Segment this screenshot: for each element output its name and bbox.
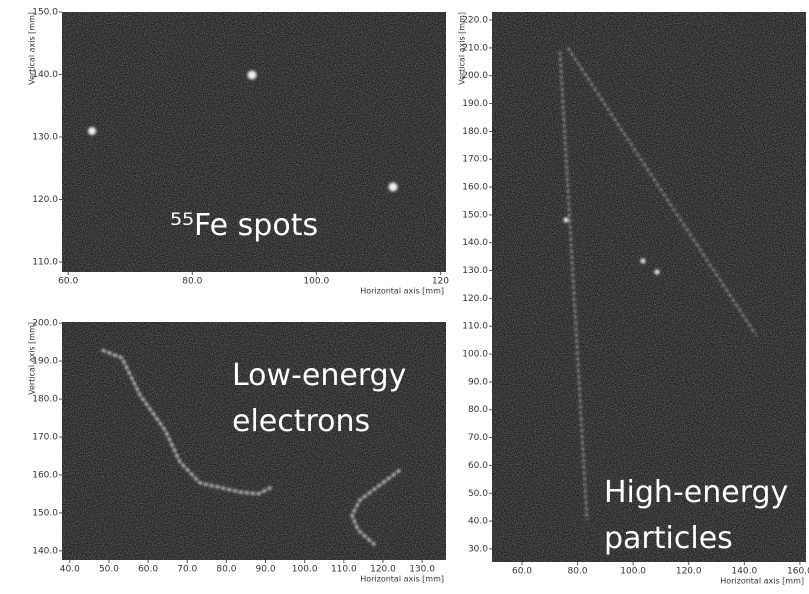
x-axis-label: Horizontal axis [mm] [360, 575, 444, 584]
x-tick-label: 140.0 [731, 567, 757, 577]
y-tick-label: 120.0 [462, 294, 488, 304]
x-axis-label: Horizontal axis [mm] [360, 287, 444, 296]
spot [563, 217, 569, 223]
y-tick-label: 180.0 [32, 395, 58, 405]
y-tick-label: 210.0 [462, 43, 488, 53]
y-axis-label: Vertical axis [mm] [28, 322, 37, 395]
x-tick-label: 50.0 [99, 565, 119, 575]
y-tick-label: 60.0 [468, 461, 488, 471]
x-tick-label: 70.0 [177, 565, 197, 575]
y-tick-label: 50.0 [468, 489, 488, 499]
y-tick-label: 140.0 [462, 238, 488, 248]
panels [62, 12, 806, 562]
x-tick-label: 120.0 [676, 567, 702, 577]
x-tick-label: 120.0 [370, 565, 396, 575]
x-tick-label: 120 [432, 277, 449, 287]
x-tick-label: 80.0 [568, 567, 588, 577]
y-tick-label: 140.0 [32, 546, 58, 556]
annotation: particles [604, 521, 733, 556]
y-tick-label: 130.0 [32, 133, 58, 143]
spot [88, 127, 96, 135]
features [88, 47, 757, 546]
y-tick-label: 80.0 [468, 405, 488, 415]
y-tick-label: 40.0 [468, 517, 488, 527]
track [559, 51, 588, 521]
y-tick-label: 200.0 [32, 319, 58, 329]
y-tick-label: 180.0 [462, 127, 488, 137]
image-noise [492, 12, 806, 562]
labels: 60.0 80.0 100.0 120 110.0 120.0 130.0 140.0 150.… [28, 8, 809, 586]
y-tick-label: 70.0 [468, 433, 488, 443]
x-tick-label: 110.0 [331, 565, 357, 575]
y-tick-label: 150.0 [32, 508, 58, 518]
x-tick-label: 80.0 [216, 565, 236, 575]
y-tick-label: 170.0 [32, 433, 58, 443]
annotation: ⁵⁵Fe spots [170, 208, 318, 243]
y-tick-label: 30.0 [468, 544, 488, 554]
x-tick-label: 100.0 [292, 565, 318, 575]
annotation: High-energy [604, 475, 788, 510]
track [350, 469, 401, 546]
x-tick-label: 80.0 [182, 277, 202, 287]
track [101, 348, 273, 496]
y-tick-label: 90.0 [468, 377, 488, 387]
y-tick-label: 160.0 [462, 183, 488, 193]
y-tick-label: 110.0 [462, 322, 488, 332]
x-tick-label: 100.0 [620, 567, 646, 577]
y-tick-label: 200.0 [462, 71, 488, 81]
annotation: Low-energy [232, 358, 406, 393]
y-axis-label: Vertical axis [mm] [28, 12, 37, 85]
spot [388, 182, 398, 192]
y-tick-label: 160.0 [32, 470, 58, 480]
y-tick-label: 120.0 [32, 195, 58, 205]
y-tick-label: 110.0 [32, 258, 58, 268]
spot [654, 269, 660, 275]
spot [640, 258, 646, 264]
y-tick-label: 140.0 [32, 70, 58, 80]
x-tick-label: 60.0 [58, 277, 78, 287]
y-tick-label: 220.0 [462, 16, 488, 26]
annotation: electrons [232, 404, 370, 439]
image-noise [62, 12, 446, 272]
spot [247, 70, 257, 80]
y-tick-label: 150.0 [462, 210, 488, 220]
x-tick-label: 100.0 [303, 277, 329, 287]
x-tick-label: 40.0 [60, 565, 80, 575]
y-tick-label: 170.0 [462, 155, 488, 165]
x-axis-label: Horizontal axis [mm] [720, 577, 804, 586]
x-tick-label: 130.0 [409, 565, 435, 575]
y-tick-label: 100.0 [462, 350, 488, 360]
image-noise [62, 322, 446, 560]
y-tick-label: 150.0 [32, 8, 58, 18]
y-tick-label: 130.0 [462, 266, 488, 276]
x-tick-label: 160.0 [787, 567, 809, 577]
y-tick-label: 190.0 [462, 99, 488, 109]
x-tick-label: 60.0 [138, 565, 158, 575]
x-tick-label: 60.0 [512, 567, 532, 577]
y-axis-label: Vertical axis [mm] [458, 12, 467, 85]
x-tick-label: 90.0 [256, 565, 276, 575]
y-tick-label: 190.0 [32, 357, 58, 367]
